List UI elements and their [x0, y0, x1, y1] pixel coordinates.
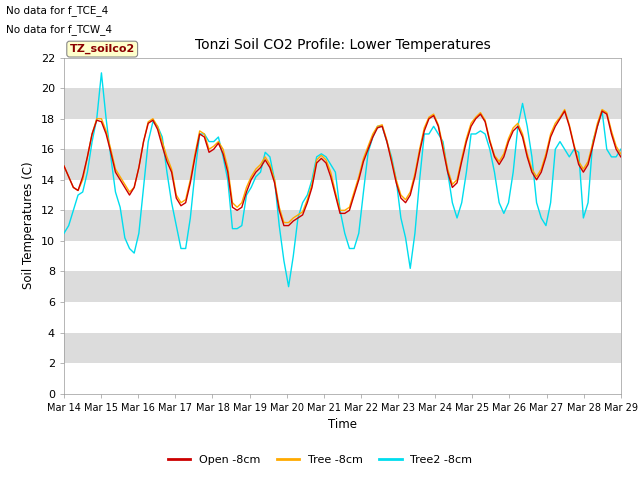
Text: No data for f_TCW_4: No data for f_TCW_4: [6, 24, 113, 35]
Legend: Open -8cm, Tree -8cm, Tree2 -8cm: Open -8cm, Tree -8cm, Tree2 -8cm: [163, 451, 477, 469]
Bar: [64, 241, 621, 271]
Text: No data for f_TCE_4: No data for f_TCE_4: [6, 5, 109, 16]
Title: Tonzi Soil CO2 Profile: Lower Temperatures: Tonzi Soil CO2 Profile: Lower Temperatur…: [195, 38, 490, 52]
Text: TZ_soilco2: TZ_soilco2: [70, 44, 135, 54]
Bar: [64, 180, 621, 210]
Bar: [64, 363, 621, 394]
Bar: [64, 119, 621, 149]
Bar: [64, 302, 621, 333]
X-axis label: Time: Time: [328, 418, 357, 431]
Y-axis label: Soil Temperatures (C): Soil Temperatures (C): [22, 162, 35, 289]
Bar: [64, 58, 621, 88]
